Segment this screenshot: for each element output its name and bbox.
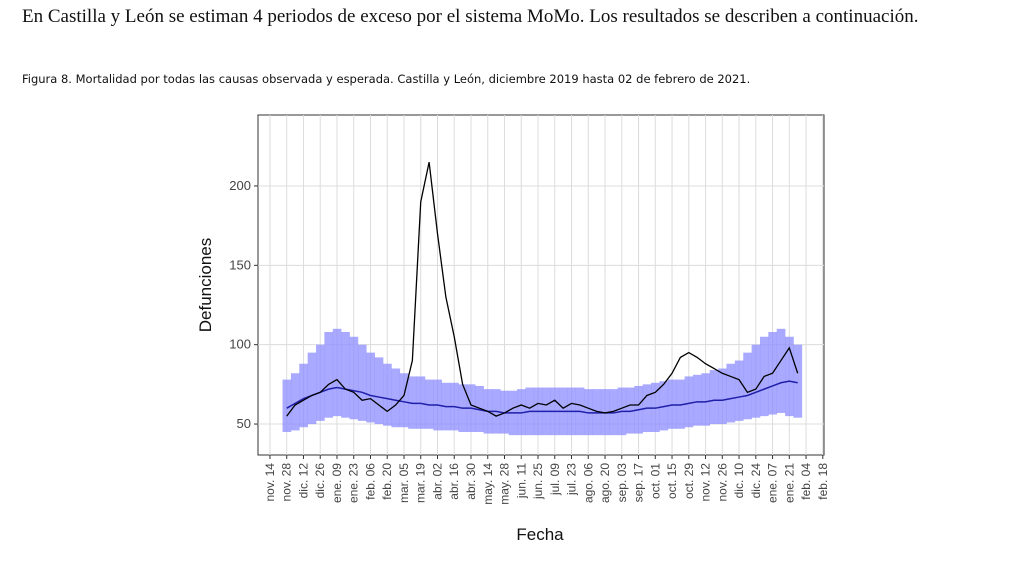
x-tick-label: jul. 23 bbox=[565, 463, 579, 496]
band-slice bbox=[709, 370, 719, 425]
x-tick-label: abr. 30 bbox=[464, 463, 478, 500]
x-tick-label: jun. 25 bbox=[531, 463, 545, 500]
band-slice bbox=[316, 344, 325, 421]
x-tick-label: ene. 09 bbox=[330, 463, 344, 503]
x-axis-label: Fecha bbox=[516, 525, 564, 544]
y-tick-label: 100 bbox=[229, 337, 251, 352]
band-slice bbox=[307, 352, 317, 425]
x-tick-label: oct. 29 bbox=[682, 463, 696, 499]
band-slice bbox=[282, 379, 292, 432]
x-tick-label: nov. 28 bbox=[280, 463, 294, 502]
x-tick-label: nov. 26 bbox=[715, 463, 729, 502]
band-slice bbox=[408, 376, 417, 429]
band-slice bbox=[290, 373, 300, 431]
x-tick-label: ene. 23 bbox=[347, 463, 361, 503]
band-slice bbox=[517, 389, 526, 436]
band-slice bbox=[726, 363, 736, 423]
band-slice bbox=[383, 363, 392, 426]
x-tick-label: abr. 02 bbox=[430, 463, 444, 500]
x-tick-label: oct. 01 bbox=[648, 463, 662, 499]
caption: Figura 8. Mortalidad por todas las causa… bbox=[22, 72, 751, 86]
band-slice bbox=[776, 328, 786, 413]
band-slice bbox=[609, 389, 618, 436]
band-slice bbox=[692, 374, 702, 426]
x-tick-label: dic. 24 bbox=[749, 463, 763, 499]
band-slice bbox=[584, 389, 593, 436]
x-tick-label: jun. 11 bbox=[514, 463, 528, 499]
band-slice bbox=[299, 363, 308, 428]
band-slice bbox=[475, 385, 484, 432]
band-slice bbox=[366, 352, 375, 423]
band-slice bbox=[625, 387, 635, 434]
x-tick-label: ago. 20 bbox=[598, 463, 612, 503]
band-slice bbox=[743, 352, 752, 420]
x-tick-label: mar. 05 bbox=[397, 463, 411, 503]
band-slice bbox=[676, 379, 685, 429]
band-slice bbox=[718, 368, 727, 425]
band-slice bbox=[659, 381, 669, 431]
y-tick-label: 200 bbox=[229, 178, 251, 193]
x-tick-label: oct. 15 bbox=[665, 463, 679, 499]
x-tick-label: feb. 18 bbox=[816, 463, 830, 500]
band-slice bbox=[651, 382, 660, 432]
x-tick-label: dic. 26 bbox=[313, 463, 327, 499]
series-line bbox=[286, 162, 799, 417]
x-tick-label: nov. 12 bbox=[699, 463, 713, 502]
x-tick-label: feb. 06 bbox=[363, 463, 377, 500]
x-tick-label: jul. 09 bbox=[548, 463, 562, 496]
band-slice bbox=[734, 360, 744, 421]
x-tick-label: may. 14 bbox=[481, 463, 495, 505]
band-slice bbox=[424, 379, 434, 429]
x-tick-label: dic. 10 bbox=[732, 463, 746, 499]
band-slice bbox=[785, 336, 794, 417]
x-tick-label: mar. 19 bbox=[414, 463, 428, 503]
band-slice bbox=[399, 373, 409, 428]
band-slice bbox=[324, 331, 334, 418]
y-axis-label: Defunciones bbox=[196, 238, 215, 333]
x-tick-label: dic. 12 bbox=[296, 463, 310, 499]
x-tick-label: nov. 14 bbox=[263, 463, 277, 502]
band-slice bbox=[600, 389, 610, 436]
plot bbox=[258, 115, 824, 455]
y-tick-label: 150 bbox=[229, 257, 251, 272]
band-slice bbox=[684, 376, 694, 428]
band-slice bbox=[341, 331, 350, 418]
band-slice bbox=[357, 344, 367, 421]
x-tick-label: sep. 03 bbox=[615, 463, 629, 503]
band-slice bbox=[592, 389, 602, 436]
paragraph: En Castilla y León se estiman 4 periodos… bbox=[22, 6, 919, 27]
y-tick-label: 50 bbox=[237, 416, 251, 431]
x-tick-label: feb. 04 bbox=[799, 463, 813, 500]
series-line bbox=[286, 380, 798, 414]
x-tick-label: ago. 06 bbox=[581, 463, 595, 503]
band-slice bbox=[391, 368, 401, 428]
x-tick-label: ene. 07 bbox=[766, 463, 780, 503]
band-slice bbox=[374, 357, 384, 425]
band-slice bbox=[667, 379, 677, 429]
band-slice bbox=[793, 344, 803, 418]
x-tick-label: sep. 17 bbox=[632, 463, 646, 503]
band-slice bbox=[416, 376, 426, 429]
band-slice bbox=[349, 336, 359, 420]
x-tick-label: ene. 21 bbox=[782, 463, 796, 503]
band-slice bbox=[751, 344, 761, 418]
x-tick-label: abr. 16 bbox=[447, 463, 461, 500]
x-tick-label: may. 28 bbox=[498, 463, 512, 505]
band-slice bbox=[332, 328, 342, 417]
band-slice bbox=[701, 373, 711, 426]
x-tick-label: feb. 20 bbox=[380, 463, 394, 500]
